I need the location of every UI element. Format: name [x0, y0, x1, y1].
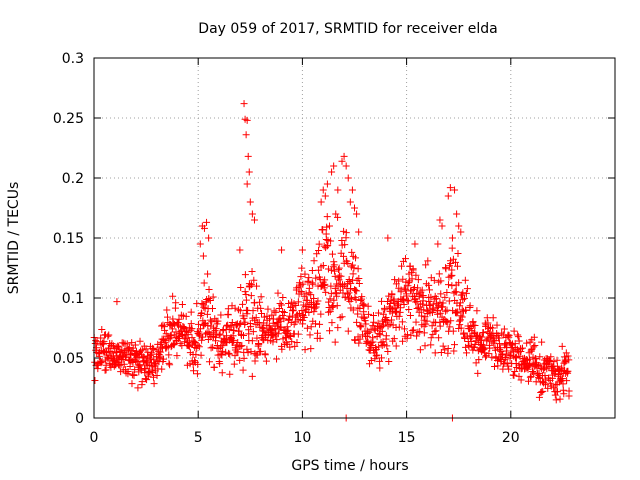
- chart: 0 0.05 0.1 0.15 0.2 0.25 0.3 0 5 10 15 20 Day 059 o…: [0, 0, 640, 480]
- x-tick-label: 0: [90, 430, 99, 446]
- x-axis-label: GPS time / hours: [291, 458, 408, 474]
- y-tick-label: 0.15: [53, 231, 84, 247]
- y-tick-label: 0.2: [62, 171, 84, 187]
- y-tick-label: 0: [75, 411, 84, 427]
- y-tick-label: 0.25: [53, 111, 84, 127]
- x-tick-label: 20: [502, 430, 520, 446]
- chart-background: [0, 0, 640, 480]
- y-axis-label: SRMTID / TECUs: [6, 182, 22, 295]
- x-tick-label: 5: [194, 430, 203, 446]
- chart-title: Day 059 of 2017, SRMTID for receiver eld…: [198, 21, 497, 37]
- x-tick-label: 15: [398, 430, 416, 446]
- y-tick-label: 0.3: [62, 51, 84, 67]
- x-tick-label: 10: [293, 430, 311, 446]
- y-tick-label: 0.1: [62, 291, 84, 307]
- y-tick-label: 0.05: [53, 351, 84, 367]
